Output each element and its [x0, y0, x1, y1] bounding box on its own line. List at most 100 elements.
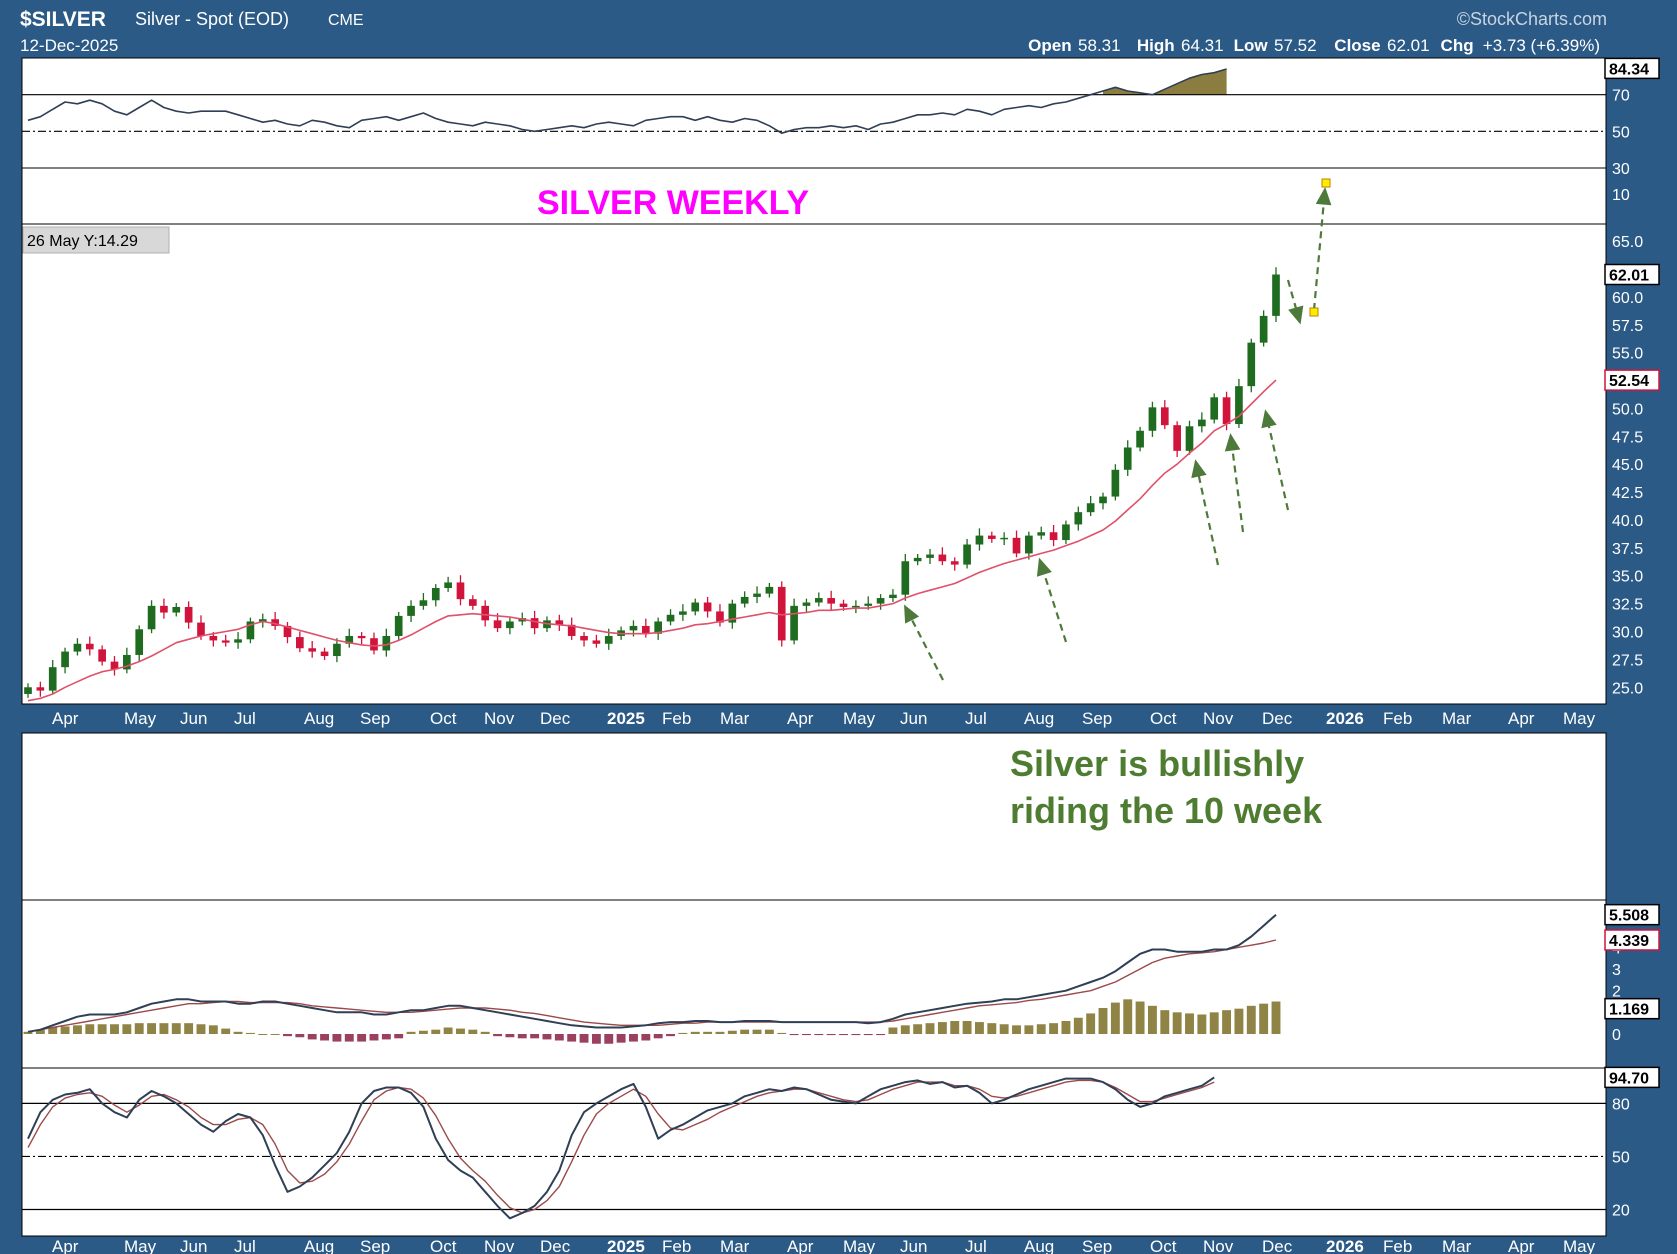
candle-body [1037, 532, 1046, 536]
x-axis-price-label: Oct [1150, 709, 1177, 728]
candle-body [530, 618, 539, 629]
x-axis-price-label: Aug [1024, 709, 1054, 728]
macd-histogram-bar [505, 1034, 515, 1038]
stoch-d-line [27, 1079, 1215, 1214]
macd-histogram-bar [245, 1032, 255, 1034]
macd-histogram-bar [60, 1026, 70, 1034]
candle-body [1025, 535, 1033, 554]
macd-histogram-bar [283, 1034, 292, 1037]
stochastic-panel-background [21, 1067, 1607, 1237]
candle-body [852, 605, 860, 608]
macd-y-tick: 2 [1612, 984, 1621, 1001]
ohlc-label: Low [1234, 36, 1269, 55]
macd-histogram-bar [196, 1024, 206, 1034]
candle-body [1012, 537, 1021, 554]
x-axis-price-label: Mar [1442, 709, 1472, 728]
macd-histogram-bar [1061, 1021, 1071, 1034]
ohlc-label: High [1137, 36, 1175, 55]
price-panel-background [21, 167, 1607, 705]
macd-histogram-bar [72, 1025, 82, 1034]
candle-body [296, 637, 304, 649]
macd-panel-background [21, 899, 1607, 1069]
note-text-line-2: riding the 10 week [1010, 790, 1323, 831]
candle-body [814, 598, 823, 603]
macd-histogram-bar [320, 1034, 330, 1041]
ma-last-value-box [1604, 369, 1660, 391]
macd-histogram-bar [962, 1021, 972, 1034]
price-y-tick: 10 [1612, 187, 1630, 204]
price-y-tick: 50.0 [1612, 401, 1643, 418]
ohlc-label: Close [1334, 36, 1380, 55]
x-axis-bottom-label: Jul [965, 1237, 987, 1254]
macd-histogram-bar [357, 1034, 367, 1042]
ohlc-value: 58.31 [1078, 36, 1121, 55]
x-axis-price-label: Feb [662, 709, 691, 728]
price-y-tick: 30.0 [1612, 625, 1643, 642]
macd-histogram-bar [1209, 1012, 1219, 1034]
ma-last-value: 52.54 [1609, 373, 1649, 390]
x-axis-bottom-label: Nov [484, 1237, 515, 1254]
candle-body [629, 625, 638, 631]
macd-histogram-bar [839, 1034, 848, 1036]
candle-body [716, 611, 724, 623]
pullback-arrow-shaft [1286, 279, 1299, 313]
macd-histogram-bar [406, 1031, 416, 1034]
macd-histogram-bar [1147, 1005, 1157, 1034]
support-arrow-head [1191, 459, 1207, 479]
macd-histogram-bar [530, 1034, 540, 1039]
candle-body [506, 621, 514, 629]
x-axis-price-label: Apr [787, 709, 814, 728]
candle-body [308, 648, 317, 652]
price-last-close-box [1604, 263, 1660, 286]
price-y-tick: 25.0 [1612, 680, 1643, 697]
macd-histogram-bar [764, 1029, 774, 1034]
x-axis-bottom-label: 2025 [607, 1237, 645, 1254]
candle-body [1210, 397, 1219, 420]
price-y-tick: 47.5 [1612, 429, 1643, 446]
candle-body [234, 639, 242, 643]
candle-body [1247, 342, 1256, 387]
support-arrow-head [1261, 409, 1277, 429]
support-arrow-shaft [1196, 471, 1220, 566]
macd-histogram-bar [591, 1034, 601, 1044]
macd-histogram-bar [616, 1034, 626, 1043]
macd-histogram-bar [307, 1034, 317, 1040]
candle-body [1049, 532, 1058, 541]
macd-histogram-bar [567, 1034, 577, 1042]
macd-histogram-bar [1222, 1010, 1232, 1034]
candle-body [679, 611, 687, 615]
candle-body [184, 606, 193, 623]
macd-histogram-bar [888, 1027, 898, 1034]
macd-histogram-bar [431, 1029, 441, 1034]
macd-histogram-bar [35, 1029, 45, 1034]
macd-histogram-bar [97, 1024, 107, 1034]
candle-body [258, 619, 267, 622]
chart-date: 12-Dec-2025 [20, 36, 118, 55]
macd-histogram-bar [678, 1032, 688, 1034]
price-y-tick: 42.5 [1612, 485, 1643, 502]
x-axis-bottom-label: May [843, 1237, 876, 1254]
macd-y-tick: 3 [1612, 962, 1621, 979]
support-arrow-shaft [909, 615, 944, 681]
candle-body [493, 620, 502, 629]
stoch-k-line [27, 1076, 1215, 1220]
macd-histogram-bar [1073, 1017, 1083, 1034]
note-panel-background [21, 732, 1607, 901]
candle-body [345, 635, 354, 644]
macd-histogram-bar [789, 1034, 799, 1036]
rsi-overbought-fill [1103, 69, 1227, 95]
x-axis-price-label: Dec [540, 709, 571, 728]
candle-body [357, 635, 366, 639]
macd-histogram-last-value: 1.169 [1609, 1002, 1649, 1019]
macd-histogram-bar [579, 1034, 589, 1043]
candle-body [555, 620, 564, 625]
x-axis-bottom-label: Sep [1082, 1237, 1112, 1254]
macd-histogram-bar [1246, 1005, 1256, 1034]
rsi-last-value-box [1604, 57, 1660, 80]
candle-body [876, 598, 885, 604]
macd-histogram-bar [1036, 1024, 1046, 1034]
macd-histogram-bar [369, 1034, 379, 1041]
macd-histogram-bar [974, 1022, 984, 1034]
